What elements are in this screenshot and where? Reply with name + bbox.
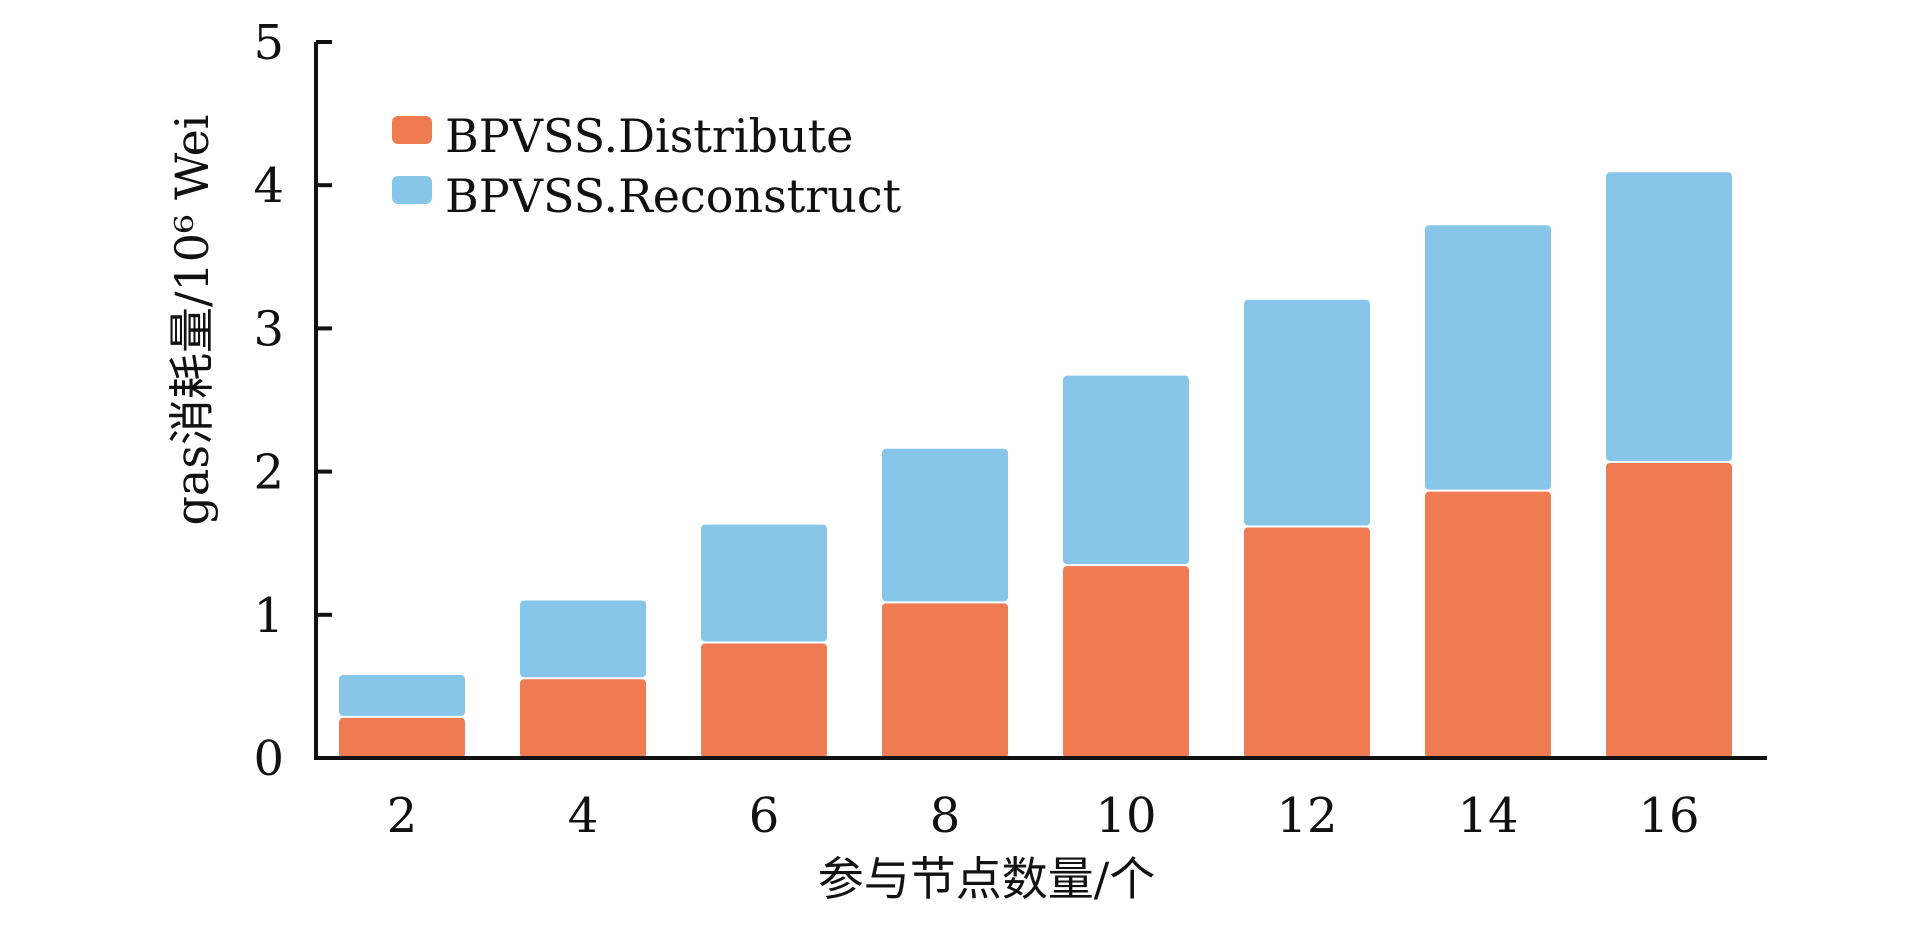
legend-label: BPVSS.Distribute (445, 109, 853, 163)
legend: BPVSS.Distribute BPVSS.Reconstruct (392, 109, 902, 223)
x-tick-label: 16 (1638, 788, 1699, 844)
axes-layer (314, 42, 1767, 760)
x-tick-label: 14 (1457, 788, 1518, 844)
bar-reconstruct (1063, 375, 1189, 565)
x-tick-label: 6 (749, 788, 780, 844)
y-tick-label: 4 (253, 158, 284, 214)
bar-distribute (1606, 463, 1732, 758)
bar-reconstruct (882, 448, 1008, 602)
bar-reconstruct (520, 600, 646, 678)
bar-distribute (1244, 527, 1370, 758)
bar-distribute (882, 603, 1008, 758)
y-tick-label: 5 (253, 15, 284, 71)
x-tick-label: 12 (1276, 788, 1337, 844)
bar-reconstruct (339, 674, 465, 716)
legend-label: BPVSS.Reconstruct (445, 169, 902, 223)
bar-distribute (701, 643, 827, 758)
x-tick-label: 10 (1095, 788, 1156, 844)
bar-distribute (339, 717, 465, 758)
legend-swatch (392, 176, 432, 204)
bar-distribute (520, 679, 646, 758)
bar-reconstruct (1244, 299, 1370, 526)
y-tick-label: 3 (253, 301, 284, 357)
x-tick-label: 4 (568, 788, 599, 844)
bar-reconstruct (1425, 225, 1551, 490)
x-ticks: 2 4 6 8 10 12 14 16 (387, 788, 1700, 844)
bar-reconstruct (701, 524, 827, 642)
y-ticks: 0 1 2 3 4 5 (253, 15, 332, 787)
y-tick-label: 1 (253, 588, 284, 644)
x-tick-label: 8 (930, 788, 961, 844)
x-tick-label: 2 (387, 788, 418, 844)
y-axis-title: gas消耗量/10⁶ Wei (165, 114, 219, 525)
bar-reconstruct (1606, 172, 1732, 462)
bars-layer (339, 172, 1732, 758)
legend-swatch (392, 116, 432, 144)
y-tick-label: 2 (253, 445, 284, 501)
x-axis-title: 参与节点数量/个 (818, 852, 1156, 906)
bar-distribute (1063, 566, 1189, 758)
bar-distribute (1425, 491, 1551, 758)
y-tick-label: 0 (253, 731, 284, 787)
